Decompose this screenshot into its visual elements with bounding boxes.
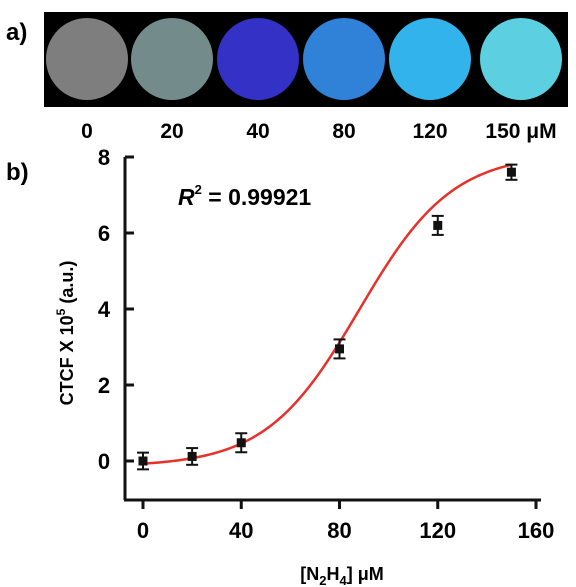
- r-squared-value: = 0.99921: [202, 184, 312, 210]
- x-tick-label-3: 120: [419, 518, 456, 543]
- data-point-5: [506, 167, 516, 177]
- concentration-label-1: 20: [160, 120, 183, 143]
- y-axis-title-main: CTCF X 10: [57, 315, 77, 405]
- concentration-label-3: 80: [332, 120, 355, 143]
- x-tick-label-2: 80: [327, 518, 351, 543]
- panel-b-label: b): [6, 159, 29, 186]
- data-points: [137, 163, 518, 471]
- r-superscript: 2: [195, 182, 202, 197]
- x-axis-title-sub1: 2: [319, 573, 326, 587]
- concentration-label-5: 150 μM: [485, 120, 556, 143]
- y-ticks: 0 2 4 6 8: [98, 145, 134, 474]
- x-ticks: 0 40 80 120 160: [137, 500, 554, 543]
- data-point-0: [138, 456, 148, 466]
- x-axis-title-part1: [N: [300, 564, 319, 584]
- x-axis-title: [N2H4] μM: [300, 564, 383, 587]
- concentration-label-2: 40: [246, 120, 269, 143]
- well-2: [217, 18, 299, 100]
- data-point-1: [187, 451, 197, 461]
- x-axis-title-part3: ] μM: [347, 564, 384, 584]
- well-1: [131, 18, 213, 100]
- y-tick-label-0: 0: [98, 449, 110, 474]
- data-point-2: [236, 438, 246, 448]
- y-tick-label-1: 2: [98, 373, 110, 398]
- well-0: [46, 18, 128, 100]
- concentration-labels: 0 20 40 80 120 150 μM: [81, 120, 556, 143]
- x-tick-label-1: 40: [229, 518, 253, 543]
- fit-curve: [142, 163, 512, 465]
- y-axis-title-sup: 5: [54, 308, 68, 315]
- r-squared-annotation: R2 = 0.99921: [178, 182, 311, 210]
- panel-a-label: a): [6, 19, 27, 46]
- well-5: [480, 18, 562, 100]
- r-symbol: R: [178, 184, 195, 210]
- data-point-4: [433, 220, 443, 230]
- y-tick-label-2: 4: [98, 297, 111, 322]
- x-axis-title-part2: H: [326, 564, 339, 584]
- y-axis-title: CTCF X 105 (a.u.): [54, 261, 77, 406]
- well-3: [303, 18, 385, 100]
- concentration-label-4: 120: [412, 120, 447, 143]
- y-axis-title-unit: (a.u.): [57, 261, 77, 309]
- x-tick-label-4: 160: [518, 518, 555, 543]
- wells-group: [46, 18, 562, 100]
- x-axis-title-sub2: 4: [339, 573, 347, 587]
- data-point-3: [335, 344, 344, 354]
- y-tick-label-3: 6: [98, 221, 110, 246]
- y-tick-label-4: 8: [98, 145, 110, 170]
- concentration-label-0: 0: [81, 120, 93, 143]
- x-tick-label-0: 0: [137, 518, 149, 543]
- well-4: [389, 18, 471, 100]
